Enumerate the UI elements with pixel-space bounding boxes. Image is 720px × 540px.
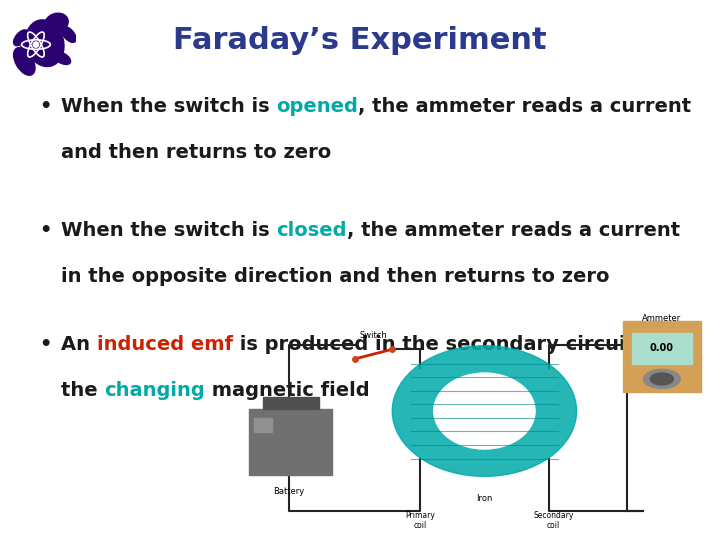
Text: 0.00: 0.00 xyxy=(650,343,674,353)
Ellipse shape xyxy=(433,373,535,449)
Ellipse shape xyxy=(61,26,76,42)
Text: Switch: Switch xyxy=(360,331,387,340)
Text: the: the xyxy=(61,381,104,400)
Text: , the ammeter reads a current: , the ammeter reads a current xyxy=(359,97,692,116)
Circle shape xyxy=(650,373,673,385)
Circle shape xyxy=(644,369,680,388)
Text: magnetic field: magnetic field xyxy=(205,381,370,400)
Text: and then returns to zero: and then returns to zero xyxy=(61,143,331,162)
Text: is produced in the secondary circuit by: is produced in the secondary circuit by xyxy=(233,335,668,354)
Text: •: • xyxy=(40,97,52,116)
Ellipse shape xyxy=(19,52,37,64)
Circle shape xyxy=(21,30,51,59)
Text: Iron: Iron xyxy=(476,494,492,503)
Bar xyxy=(249,409,333,475)
Text: When the switch is: When the switch is xyxy=(61,221,276,240)
Text: Ammeter: Ammeter xyxy=(642,314,681,322)
Ellipse shape xyxy=(14,30,28,46)
Text: Faraday’s Experiment: Faraday’s Experiment xyxy=(174,26,546,55)
Bar xyxy=(632,333,692,363)
Text: An: An xyxy=(61,335,97,354)
Text: closed: closed xyxy=(276,221,347,240)
Ellipse shape xyxy=(26,20,64,66)
Text: Secondary
coil: Secondary coil xyxy=(534,511,574,530)
Bar xyxy=(623,321,701,392)
Bar xyxy=(254,418,272,433)
Text: in the opposite direction and then returns to zero: in the opposite direction and then retur… xyxy=(61,267,610,286)
Ellipse shape xyxy=(45,13,68,33)
Text: changing: changing xyxy=(104,381,205,400)
Ellipse shape xyxy=(53,52,71,64)
Text: , the ammeter reads a current: , the ammeter reads a current xyxy=(347,221,680,240)
Ellipse shape xyxy=(14,48,35,75)
Text: induced emf: induced emf xyxy=(97,335,233,354)
Text: opened: opened xyxy=(276,97,359,116)
Text: Battery: Battery xyxy=(273,487,305,496)
Text: Primary
coil: Primary coil xyxy=(405,511,435,530)
Text: •: • xyxy=(40,221,52,240)
Bar xyxy=(264,397,318,409)
Text: When the switch is: When the switch is xyxy=(61,97,276,116)
Ellipse shape xyxy=(392,346,577,476)
Circle shape xyxy=(33,42,39,47)
Text: •: • xyxy=(40,335,52,354)
